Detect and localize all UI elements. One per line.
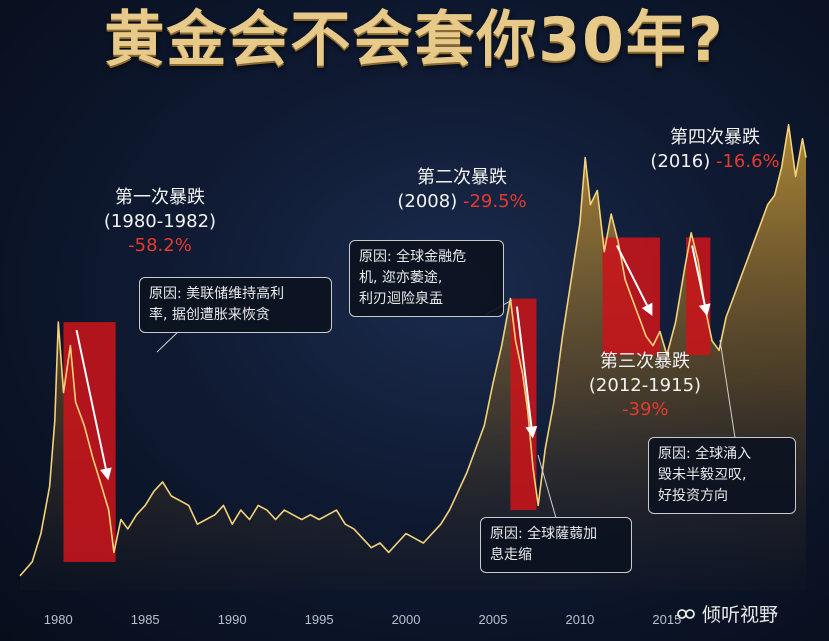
callout-3-label: 第三次暴跌 — [600, 351, 690, 372]
callout-2-period: (2008) -29.5% — [397, 191, 527, 212]
reason-line: 好投资方向 — [658, 488, 728, 504]
callout-4-period: (2016) -16.6% — [650, 151, 780, 172]
highlight-layer — [63, 237, 711, 562]
callout-4-reason: 原因: 全球涌入 毁未半毅丒叹, 好投资方向 — [648, 437, 796, 514]
callout-4-pct: -16.6% — [715, 151, 780, 172]
reason-line: 原因: 全球薩蒻加 — [490, 526, 598, 542]
decline-arrow-2 — [515, 306, 538, 439]
decline-arrow-1 — [75, 329, 112, 481]
callout-2-title: 第二次暴跌 (2008) -29.5% — [382, 166, 542, 214]
reason-line: 息走缩 — [490, 547, 532, 563]
arrow-layer — [75, 245, 711, 481]
callout-pointer-3 — [537, 454, 557, 519]
x-tick-label: 2005 — [479, 612, 508, 627]
x-tick-label: 1985 — [131, 612, 160, 627]
x-tick-label: 1980 — [44, 612, 73, 627]
x-tick-label: 1995 — [305, 612, 334, 627]
decline-arrow-3 — [615, 245, 653, 317]
callout-3-reason: 原因: 全球薩蒻加 息走缩 — [480, 517, 632, 573]
decline-arrow-4 — [691, 245, 711, 317]
callout-4-label: 第四次暴跌 — [670, 127, 760, 148]
reason-line: 毁未半毅丒叹, — [658, 467, 747, 483]
callout-1-pct: -58.2% — [128, 235, 192, 256]
callout-pointer-4 — [719, 339, 736, 439]
page-title: 黄金会不会套你30年? — [104, 5, 725, 75]
reason-line: 利刃迴险泉盂 — [359, 291, 443, 307]
price-line — [19, 123, 807, 577]
callout-pointer-1 — [156, 329, 181, 353]
callout-4-title: 第四次暴跌 (2016) -16.6% — [640, 126, 790, 174]
x-tick-label: 2010 — [565, 612, 594, 627]
callout-3-title: 第三次暴跌 (2012-1915) -39% — [570, 350, 720, 422]
x-axis-ticks: 1980 1985 1990 1995 2000 2005 2010 2015 — [44, 612, 682, 627]
reason-line: 原因: 全球涌入 — [658, 446, 752, 462]
x-tick-label: 1990 — [218, 612, 247, 627]
callout-3-period: (2012-1915) — [588, 375, 702, 396]
reason-line: 机, 迩亦萎途, — [359, 270, 443, 286]
callout-1-reason: 原因: 美联储维持高利 率, 据创遭胀来恢贪 — [139, 277, 332, 333]
watermark: 倾听视野 — [676, 600, 778, 627]
crash-highlight-4 — [686, 237, 711, 355]
callout-1-label: 第一次暴跌 — [115, 187, 205, 208]
x-tick-label: 2015 — [652, 612, 681, 627]
reason-line: 原因: 全球金融危 — [359, 249, 467, 265]
callout-2-label: 第二次暴跌 — [417, 167, 507, 188]
line-layer — [19, 123, 807, 577]
watermark-text: 倾听视野 — [702, 604, 779, 626]
reason-line: 原因: 美联储维持高利 — [149, 286, 285, 302]
callout-1-title: 第一次暴跌 (1980-1982) -58.2% — [80, 186, 240, 258]
callout-2-pct: -29.5% — [462, 191, 527, 212]
callout-2-reason: 原因: 全球金融危 机, 迩亦萎途, 利刃迴险泉盂 — [349, 240, 504, 317]
callout-1-period: (1980-1982) — [103, 211, 217, 232]
link-icon — [677, 608, 695, 619]
callout-3-pct: -39% — [622, 399, 669, 420]
x-tick-label: 2000 — [392, 612, 421, 627]
reason-line: 率, 据创遭胀来恢贪 — [149, 307, 270, 323]
